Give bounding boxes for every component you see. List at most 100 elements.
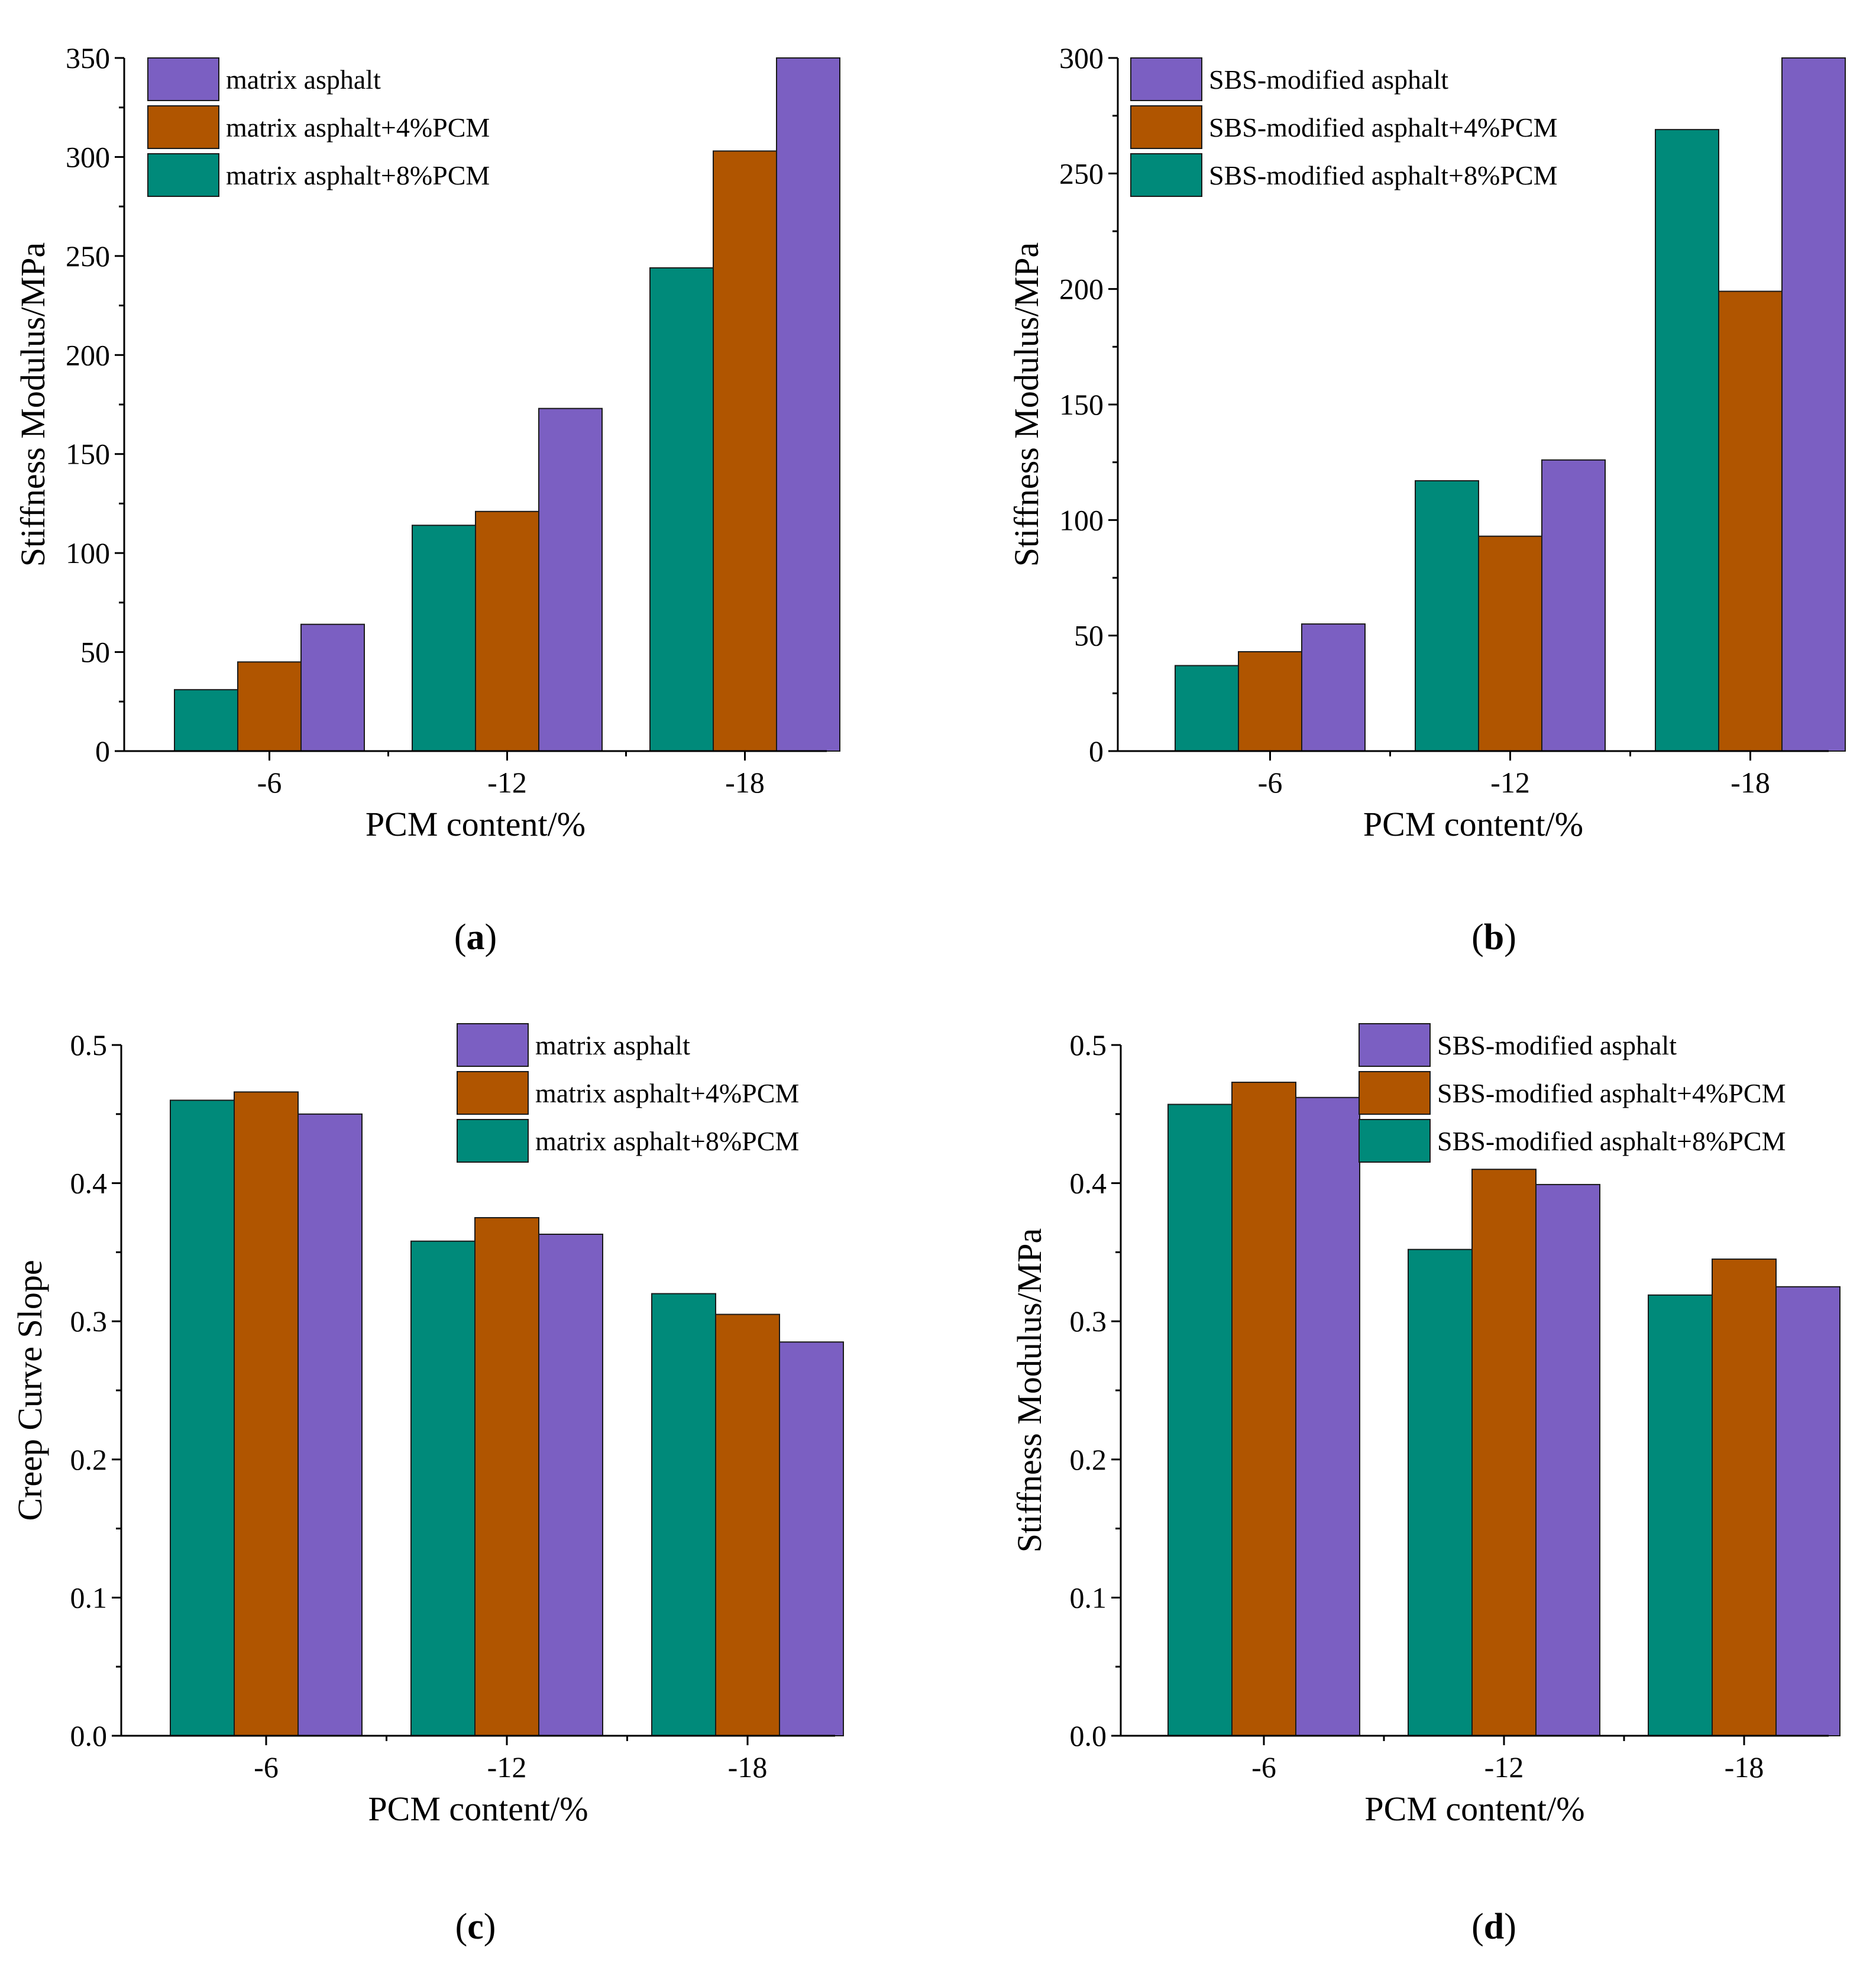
x-tick-label: -6 — [257, 766, 282, 799]
panel-caption: (d) — [1471, 1907, 1516, 1947]
y-tick-label: 100 — [1059, 503, 1104, 536]
legend-label: SBS-modified asphalt — [1209, 64, 1448, 95]
bar-plus4--12 — [1471, 1169, 1537, 1736]
bar-matrix--18 — [779, 1341, 844, 1736]
caption-letter: d — [1484, 1907, 1504, 1947]
legend-swatch-plus8 — [1130, 153, 1202, 197]
y-tick-label: 300 — [1059, 41, 1104, 75]
y-axis-title: Stiffness Modulus/MPa — [14, 242, 52, 567]
caption-letter: b — [1484, 917, 1504, 957]
bar-plus8--18 — [649, 267, 714, 752]
legend-swatch-plus4 — [1130, 105, 1202, 149]
bar-plus4--18 — [715, 1313, 780, 1736]
panel-caption: (b) — [1471, 917, 1516, 957]
legend-label: matrix asphalt+8%PCM — [226, 160, 490, 190]
y-tick-label: 0.4 — [70, 1167, 108, 1200]
x-tick-label: -18 — [1731, 766, 1770, 799]
bar-matrix--6 — [1301, 623, 1366, 752]
y-axis-title: Creep Curve Slope — [11, 1260, 49, 1520]
legend-swatch-plus4 — [1359, 1071, 1431, 1115]
y-tick-label: 0.4 — [1070, 1167, 1107, 1200]
y-tick-label: 0.3 — [1070, 1305, 1107, 1338]
caption-letter: a — [467, 917, 485, 957]
chart-panel-3: 0.0 0.1 0.2 0.3 0.4 0.5 -6 -12 -18 PCM content/% C… — [11, 1023, 844, 1947]
y-tick-label: 0.0 — [70, 1719, 108, 1752]
bar-plus4--12 — [475, 510, 539, 752]
y-tick-label: 0.1 — [70, 1581, 108, 1614]
bar-matrix--12 — [538, 407, 603, 752]
bar-plus8--6 — [170, 1099, 235, 1736]
y-tick-label: 50 — [80, 636, 110, 669]
chart-panel-1: 0 50 100 150 200 250 300 350 -6 -12 -18 PCM content… — [14, 41, 840, 957]
y-tick-label: 300 — [66, 140, 110, 173]
y-tick-label: 0.3 — [70, 1305, 108, 1338]
caption-close: ) — [1504, 1907, 1516, 1947]
caption-close: ) — [1504, 917, 1516, 957]
x-tick-label: -6 — [1258, 766, 1283, 799]
bar-plus8--6 — [1175, 665, 1239, 752]
legend-label: matrix asphalt — [226, 64, 381, 95]
bar-plus8--12 — [1408, 1248, 1473, 1736]
x-tick-label: -6 — [254, 1751, 279, 1784]
caption-open: ( — [455, 1907, 468, 1947]
bar-matrix--12 — [538, 1234, 603, 1736]
bar-matrix--6 — [1295, 1096, 1360, 1736]
legend-label: SBS-modified asphalt+8%PCM — [1209, 160, 1557, 190]
bar-plus4--18 — [1712, 1258, 1777, 1737]
y-tick-label: 100 — [66, 536, 110, 570]
x-tick-label: -6 — [1251, 1751, 1276, 1784]
bar-plus4--18 — [1718, 290, 1783, 752]
legend-swatch-plus4 — [147, 105, 219, 149]
bar-plus8--18 — [1648, 1294, 1713, 1736]
caption-open: ( — [1471, 1907, 1484, 1947]
legend-label: SBS-modified asphalt+4%PCM — [1437, 1078, 1786, 1108]
x-axis-title: PCM content/% — [366, 805, 586, 843]
caption-open: ( — [454, 917, 467, 957]
caption-close: ) — [485, 917, 497, 957]
bar-plus4--6 — [237, 661, 302, 752]
x-axis-title: PCM content/% — [368, 1790, 588, 1828]
bar-plus4--18 — [713, 150, 777, 752]
bar-matrix--18 — [1781, 57, 1846, 752]
y-tick-label: 150 — [1059, 388, 1104, 421]
bar-plus4--6 — [1238, 651, 1302, 752]
y-tick-label: 250 — [66, 240, 110, 273]
y-tick-label: 350 — [66, 41, 110, 75]
y-tick-label: 0.5 — [70, 1028, 108, 1062]
caption-open: ( — [1471, 917, 1484, 957]
legend-label: matrix asphalt+4%PCM — [535, 1078, 799, 1108]
bar-matrix--18 — [776, 57, 840, 752]
bar-matrix--6 — [300, 623, 365, 752]
bar-plus4--6 — [234, 1091, 299, 1736]
y-tick-label: 0.5 — [1070, 1028, 1107, 1062]
chart-panel-2: 0 50 100 150 200 250 300 -6 -12 -18 PCM content/% S… — [1007, 41, 1846, 957]
y-tick-label: 0 — [1089, 735, 1104, 768]
x-tick-label: -18 — [728, 1751, 768, 1784]
y-tick-label: 0.0 — [1070, 1719, 1107, 1752]
panel-caption: (c) — [455, 1907, 496, 1947]
bar-plus8--6 — [174, 689, 238, 752]
bar-plus8--18 — [651, 1293, 716, 1736]
bar-plus8--6 — [1167, 1104, 1233, 1736]
legend-swatch-matrix — [1359, 1023, 1431, 1067]
legend-swatch-matrix — [1130, 57, 1202, 101]
y-tick-label: 50 — [1074, 619, 1104, 652]
x-tick-label: -18 — [1725, 1751, 1764, 1784]
legend-label: matrix asphalt+8%PCM — [535, 1126, 799, 1156]
bar-plus8--18 — [1655, 129, 1719, 752]
y-axis-title: Stiffness Modulus/MPa — [1007, 242, 1046, 567]
bar-matrix--12 — [1541, 459, 1606, 752]
y-tick-label: 250 — [1059, 157, 1104, 190]
legend-swatch-matrix — [457, 1023, 529, 1067]
y-axis-title: Stiffness Modulus/MPa — [1010, 1228, 1049, 1552]
legend-swatch-plus8 — [457, 1119, 529, 1163]
y-tick-label: 0 — [95, 735, 110, 768]
chart-panel-4: 0.0 0.1 0.2 0.3 0.4 0.5 -6 -12 -18 PCM content/% S… — [1010, 1023, 1841, 1947]
x-tick-label: -12 — [1484, 1751, 1524, 1784]
y-tick-label: 150 — [66, 438, 110, 471]
x-tick-label: -12 — [1490, 766, 1530, 799]
bar-plus4--6 — [1231, 1082, 1296, 1736]
legend-swatch-plus4 — [457, 1071, 529, 1115]
x-tick-label: -12 — [487, 1751, 527, 1784]
x-axis-title: PCM content/% — [1363, 805, 1583, 843]
